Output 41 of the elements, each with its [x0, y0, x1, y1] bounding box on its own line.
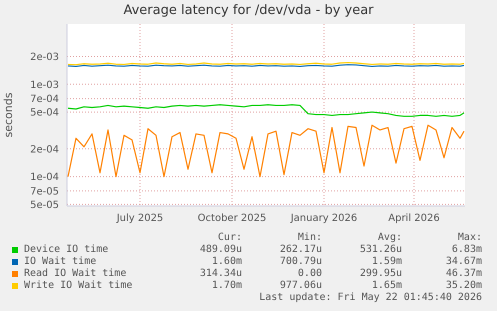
text: 46.37m — [444, 268, 482, 280]
text: 34.67m — [444, 256, 482, 268]
text: 700.79u — [278, 256, 322, 268]
text: 6.83m — [450, 244, 482, 256]
text: 1.60m — [210, 256, 242, 268]
line-series — [67, 124, 465, 178]
legend-label: Device IO time — [23, 244, 110, 256]
text: 1.65m — [370, 280, 402, 292]
y-tick-label: 7e-05 — [30, 186, 59, 198]
line-series — [67, 104, 465, 117]
legend-label: Write IO Wait time — [23, 280, 134, 292]
x-tick-label: January 2026 — [290, 213, 358, 224]
y-tick-label: 7e-04 — [30, 94, 59, 106]
y-axis-title: seconds — [2, 92, 15, 138]
y-tick-label: 2e-03 — [30, 52, 59, 64]
text: 977.06u — [278, 280, 322, 292]
text: 1.59m — [370, 256, 402, 268]
text: 0.00 — [296, 268, 322, 280]
y-tick-label: 5e-05 — [30, 200, 59, 211]
text: 531.26u — [358, 244, 402, 256]
text: 262.17u — [278, 244, 322, 256]
text: Cur: — [216, 232, 242, 244]
text: 314.34u — [198, 268, 242, 280]
legend-label: IO Wait time — [23, 256, 98, 268]
text: 35.20m — [444, 280, 482, 292]
y-tick-label: 1e-03 — [30, 80, 59, 91]
y-tick-label: 1e-04 — [30, 172, 59, 184]
chart-title: Average latency for /dev/vda - by year — [122, 2, 375, 20]
x-tick-label: April 2026 — [388, 213, 440, 224]
text: Max: — [456, 232, 482, 244]
x-tick-label: July 2025 — [116, 213, 164, 224]
text: Min: — [296, 232, 322, 244]
text: 299.95u — [358, 268, 402, 280]
x-tick-label: October 2025 — [198, 213, 266, 224]
y-tick-label: 5e-04 — [30, 108, 59, 119]
y-tick-label: 2e-04 — [30, 144, 59, 156]
text: 489.09u — [198, 244, 242, 256]
text: Avg: — [376, 232, 402, 244]
text: Last update: Fri May 22 01:45:40 2026 — [258, 292, 482, 304]
text: 1.70m — [210, 280, 242, 292]
legend-label: Read IO Wait time — [23, 268, 128, 280]
